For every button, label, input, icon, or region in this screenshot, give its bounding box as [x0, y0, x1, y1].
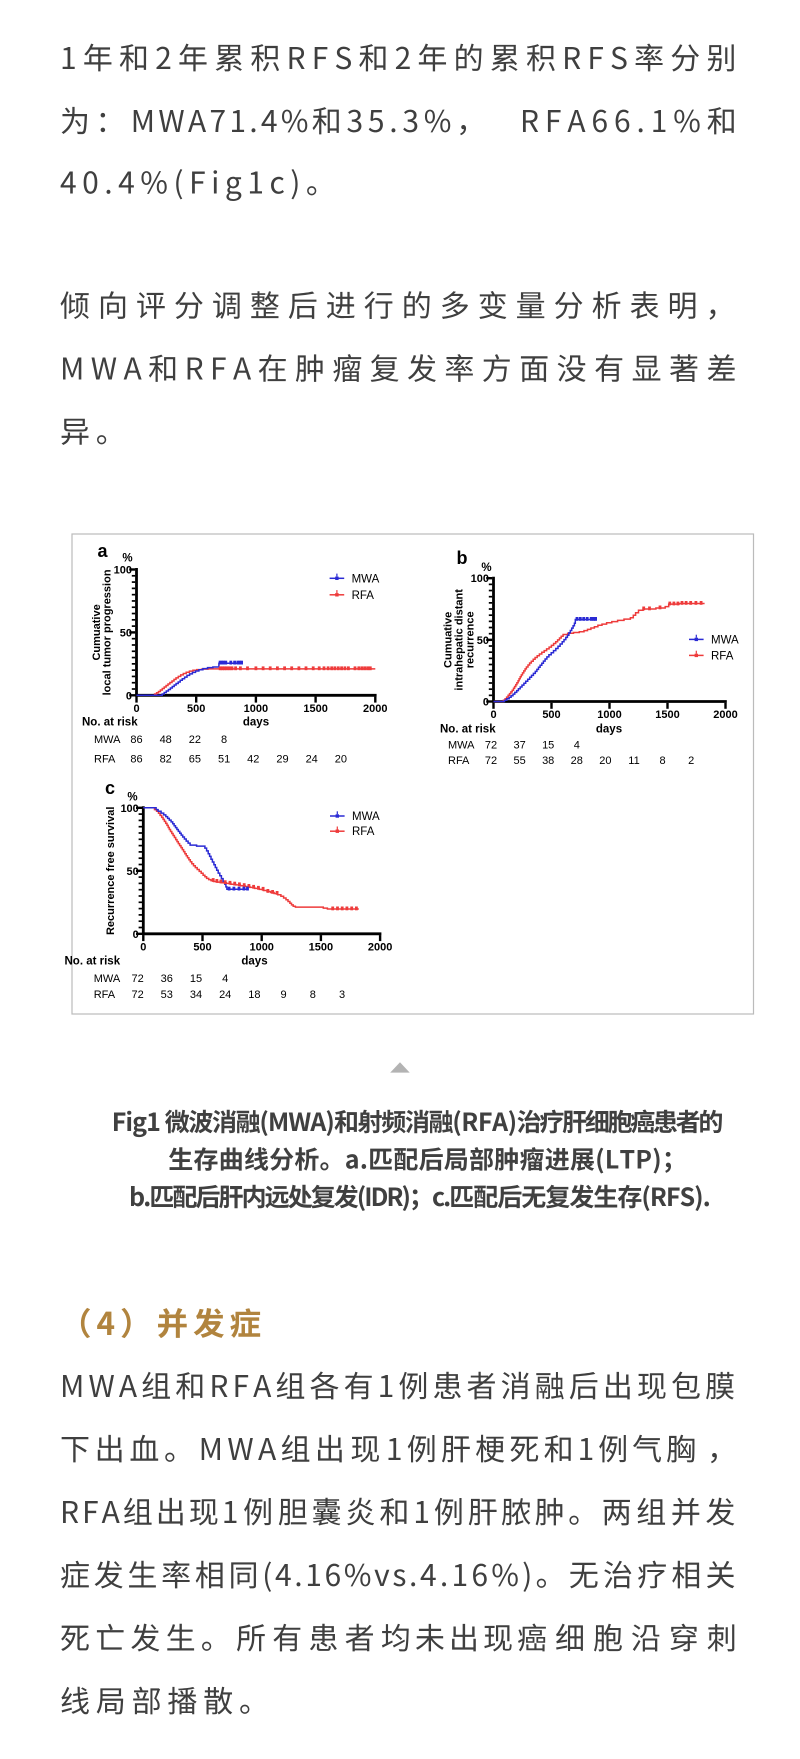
svg-text:1000: 1000	[244, 703, 268, 715]
svg-text:No. at risk: No. at risk	[65, 956, 121, 968]
svg-text:1000: 1000	[597, 709, 621, 721]
svg-text:RFA: RFA	[352, 590, 375, 602]
svg-text:55: 55	[513, 755, 525, 767]
svg-text:Cumuative: Cumuative	[443, 612, 455, 668]
svg-text:8: 8	[660, 755, 666, 767]
svg-text:0: 0	[490, 709, 496, 721]
svg-text:18: 18	[248, 989, 260, 1001]
svg-text:8: 8	[221, 734, 227, 746]
svg-text:Cumuative: Cumuative	[91, 604, 103, 660]
svg-text:days: days	[241, 956, 267, 968]
svg-text:72: 72	[485, 740, 497, 752]
svg-text:1500: 1500	[655, 709, 679, 721]
svg-text:4: 4	[222, 973, 228, 985]
svg-text:50: 50	[477, 635, 489, 647]
svg-text:8: 8	[310, 989, 316, 1001]
svg-text:20: 20	[335, 754, 347, 766]
svg-text:No. at risk: No. at risk	[440, 724, 496, 736]
svg-text:0: 0	[133, 929, 139, 941]
svg-text:72: 72	[131, 973, 143, 985]
svg-text:15: 15	[190, 973, 202, 985]
svg-text:days: days	[243, 717, 269, 729]
svg-text:%: %	[122, 553, 132, 565]
svg-text:MWA: MWA	[94, 973, 121, 985]
svg-text:MWA: MWA	[94, 734, 121, 746]
svg-text:24: 24	[306, 754, 318, 766]
svg-text:4: 4	[574, 740, 580, 752]
svg-text:500: 500	[542, 709, 560, 721]
svg-text:days: days	[596, 724, 622, 736]
svg-text:2000: 2000	[363, 703, 387, 715]
svg-text:2: 2	[688, 755, 694, 767]
svg-text:100: 100	[120, 803, 138, 815]
svg-text:22: 22	[189, 734, 201, 746]
svg-text:20: 20	[599, 755, 611, 767]
svg-text:53: 53	[161, 989, 173, 1001]
svg-text:RFA: RFA	[94, 754, 116, 766]
svg-text:29: 29	[276, 754, 288, 766]
svg-text:11: 11	[628, 755, 639, 767]
svg-text:intrahepatic distant: intrahepatic distant	[454, 589, 466, 691]
svg-text:1500: 1500	[309, 941, 333, 953]
svg-text:0: 0	[133, 703, 139, 715]
svg-text:100: 100	[114, 565, 132, 577]
svg-text:24: 24	[219, 989, 231, 1001]
svg-text:MWA: MWA	[352, 573, 380, 585]
svg-text:65: 65	[189, 754, 201, 766]
svg-text:c: c	[105, 778, 115, 798]
svg-text:42: 42	[247, 754, 259, 766]
svg-text:MWA: MWA	[711, 634, 739, 646]
svg-text:RFA: RFA	[94, 989, 116, 1001]
svg-text:28: 28	[571, 755, 583, 767]
svg-text:RFA: RFA	[711, 650, 734, 662]
svg-text:51: 51	[218, 754, 230, 766]
svg-text:%: %	[127, 792, 137, 804]
svg-text:a: a	[98, 541, 109, 561]
svg-text:2000: 2000	[713, 709, 737, 721]
svg-text:9: 9	[281, 989, 287, 1001]
svg-text:1000: 1000	[249, 941, 273, 953]
svg-text:50: 50	[120, 627, 132, 639]
svg-text:37: 37	[513, 740, 525, 752]
svg-text:local tumor progression: local tumor progression	[102, 569, 114, 695]
svg-text:34: 34	[190, 989, 202, 1001]
svg-text:500: 500	[193, 941, 211, 953]
svg-text:1500: 1500	[303, 703, 327, 715]
svg-text:Recurrence free survival: Recurrence free survival	[105, 807, 117, 935]
svg-text:RFA: RFA	[352, 826, 375, 838]
svg-text:72: 72	[131, 989, 143, 1001]
svg-text:500: 500	[187, 703, 205, 715]
svg-text:recurrence: recurrence	[465, 611, 477, 668]
svg-text:72: 72	[485, 755, 497, 767]
svg-text:RFA: RFA	[448, 755, 470, 767]
svg-text:%: %	[481, 562, 491, 574]
svg-text:0: 0	[140, 941, 146, 953]
svg-text:50: 50	[127, 866, 139, 878]
svg-text:MWA: MWA	[448, 740, 475, 752]
svg-text:82: 82	[160, 754, 172, 766]
svg-text:3: 3	[339, 989, 345, 1001]
svg-text:100: 100	[471, 573, 489, 585]
svg-text:36: 36	[161, 973, 173, 985]
svg-text:38: 38	[542, 755, 554, 767]
svg-text:MWA: MWA	[352, 811, 380, 823]
svg-text:No. at risk: No. at risk	[82, 717, 138, 729]
svg-text:86: 86	[130, 734, 142, 746]
svg-text:15: 15	[542, 740, 554, 752]
svg-text:2000: 2000	[368, 941, 392, 953]
svg-text:0: 0	[483, 697, 489, 709]
svg-text:b: b	[457, 548, 468, 568]
svg-text:86: 86	[130, 754, 142, 766]
svg-text:0: 0	[126, 690, 132, 702]
svg-text:48: 48	[160, 734, 172, 746]
